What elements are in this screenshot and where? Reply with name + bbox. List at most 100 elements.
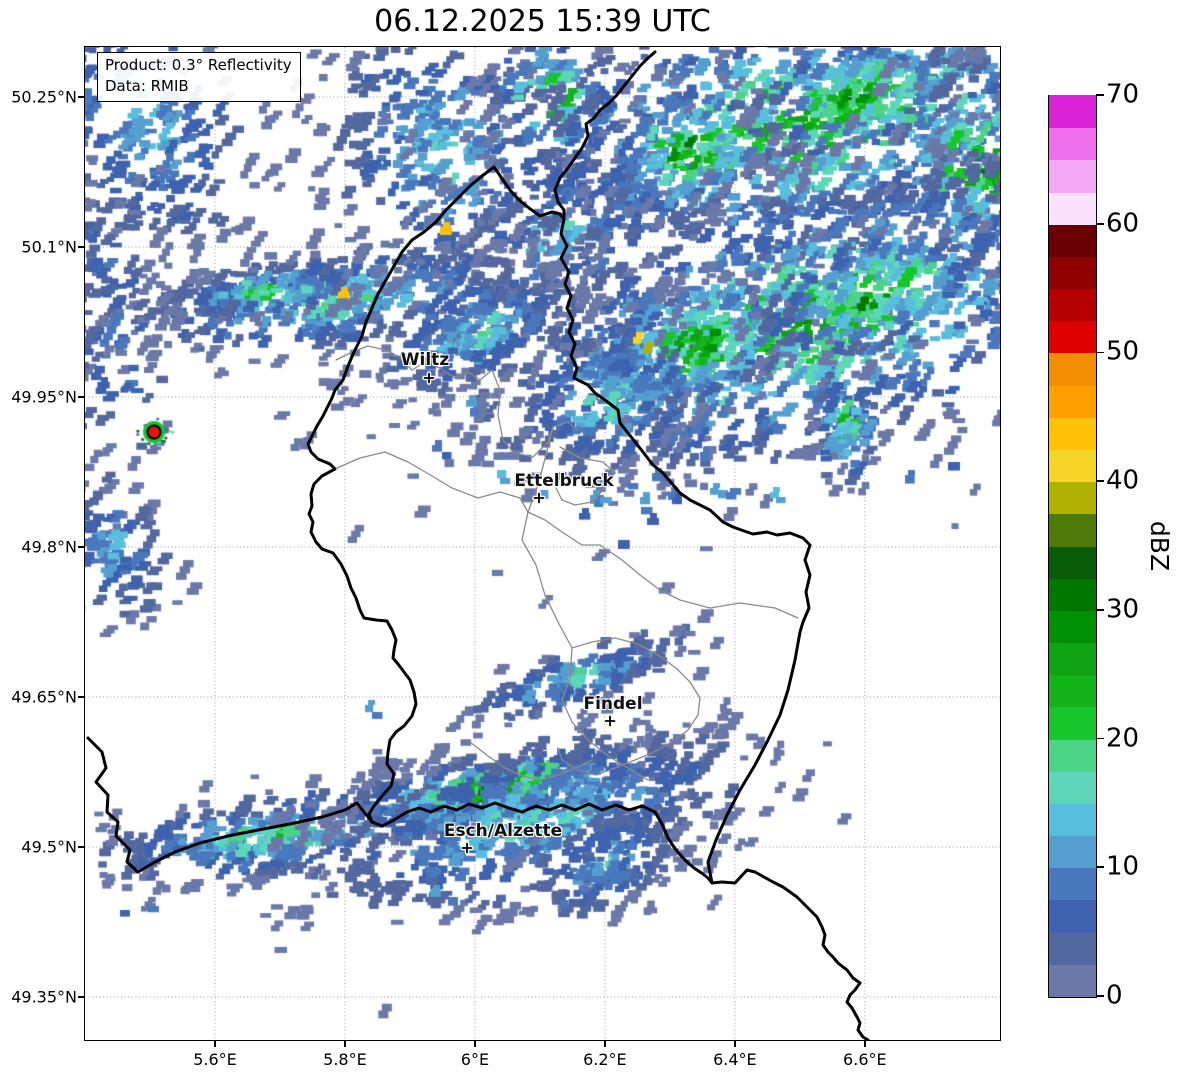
x-axis-tick-label: 6°E: [460, 1050, 490, 1069]
radar-echo-canvas: [85, 47, 1000, 1040]
colorbar-tick: [1096, 995, 1104, 997]
region-border-line: [557, 637, 701, 776]
x-axis-tick-label: 5.8°E: [323, 1050, 367, 1069]
colorbar-segment: [1049, 867, 1096, 901]
x-axis-tick: [734, 1040, 736, 1047]
y-axis-tick-label: 49.5°N: [21, 837, 77, 857]
colorbar-tick-label: 50: [1106, 336, 1140, 367]
y-axis-tick: [78, 996, 85, 998]
x-axis-tick: [344, 1040, 346, 1047]
colorbar-segment: [1049, 577, 1096, 611]
x-axis-tick-label: 6.6°E: [843, 1050, 887, 1069]
colorbar-segment: [1049, 288, 1096, 322]
x-axis-tick: [214, 1040, 216, 1047]
colorbar-segment: [1049, 899, 1096, 933]
colorbar-tick: [1096, 737, 1104, 740]
y-axis-tick: [78, 396, 85, 398]
x-axis-tick: [474, 1040, 476, 1047]
city-marker-icon: [604, 715, 616, 727]
data-source-label: Data: RMIB: [105, 77, 189, 96]
colorbar-tick: [1096, 222, 1104, 225]
region-border-line: [469, 741, 593, 781]
colorbar-segment: [1049, 803, 1096, 837]
colorbar-tick-label: 20: [1106, 722, 1140, 753]
region-border-line: [527, 511, 799, 619]
colorbar: [1048, 95, 1097, 998]
x-axis-tick-label: 6.2°E: [583, 1050, 627, 1069]
colorbar-segment: [1049, 417, 1096, 450]
x-axis-tick-label: 5.6°E: [193, 1050, 237, 1069]
country-border-line: [553, 50, 657, 221]
colorbar-segment: [1049, 127, 1096, 161]
x-axis-tick: [604, 1040, 606, 1047]
y-axis-tick-label: 50.1°N: [21, 237, 77, 257]
colorbar-segment: [1049, 674, 1096, 708]
city-label: Ettelbruck: [514, 471, 614, 491]
y-axis-tick-label: 49.95°N: [11, 387, 77, 407]
city-marker-icon: [533, 492, 545, 504]
y-axis-tick: [78, 546, 85, 548]
colorbar-segment: [1049, 738, 1096, 772]
colorbar-segment: [1049, 256, 1096, 290]
product-label: Product: 0.3° Reflectivity: [105, 56, 292, 74]
region-border-line: [335, 345, 578, 458]
country-border-line: [370, 801, 714, 885]
y-axis-tick-label: 49.8°N: [21, 537, 77, 557]
colorbar-segment: [1049, 545, 1096, 579]
colorbar-segment: [1049, 352, 1096, 386]
colorbar-segment: [1049, 320, 1096, 354]
y-axis-tick-label: 49.65°N: [11, 687, 77, 707]
colorbar-segment: [1049, 931, 1096, 965]
colorbar-tick: [1096, 609, 1104, 611]
city-label: Esch/Alzette: [443, 821, 563, 841]
colorbar-segment: [1049, 384, 1096, 418]
colorbar-segment: [1049, 835, 1096, 869]
product-info-box: Product: 0.3° Reflectivity Data: RMIB: [97, 52, 301, 102]
colorbar-segment: [1049, 224, 1096, 257]
y-axis-tick: [78, 696, 85, 698]
country-border-line: [306, 165, 496, 824]
country-border-line: [86, 736, 374, 874]
colorbar-tick: [1096, 866, 1104, 869]
colorbar-tick-label: 70: [1106, 79, 1140, 110]
region-border-line: [336, 451, 529, 513]
colorbar-segment: [1049, 610, 1096, 644]
colorbar-tick-label: 30: [1106, 594, 1140, 625]
colorbar-tick-label: 0: [1106, 980, 1123, 1011]
x-axis-tick-label: 6.4°E: [713, 1050, 757, 1069]
colorbar-segment: [1049, 449, 1096, 483]
y-axis-tick: [78, 846, 85, 848]
city-marker-icon: [461, 842, 473, 854]
colorbar-tick: [1096, 94, 1104, 96]
colorbar-axis-label: dBZ: [1145, 520, 1175, 572]
colorbar-tick-label: 10: [1106, 851, 1140, 882]
colorbar-segment: [1049, 95, 1096, 129]
figure-title: 06.12.2025 15:39 UTC: [374, 4, 711, 39]
y-axis-tick: [78, 96, 85, 98]
city-label: Findel: [583, 694, 643, 714]
country-border-line: [492, 165, 812, 885]
colorbar-segment: [1049, 159, 1096, 193]
colorbar-segment: [1049, 642, 1096, 676]
map-borders: [86, 50, 870, 1040]
city-marker-icon: [423, 372, 435, 384]
colorbar-tick: [1096, 351, 1104, 354]
x-axis-tick: [864, 1040, 866, 1047]
colorbar-segment: [1049, 191, 1096, 225]
city-label: Wiltz: [400, 350, 450, 370]
region-border-line: [555, 446, 616, 506]
map-plot-area: [85, 47, 1000, 1040]
y-axis-tick-label: 50.25°N: [11, 87, 77, 107]
colorbar-tick: [1096, 480, 1104, 483]
colorbar-segment: [1049, 706, 1096, 740]
y-axis-tick: [78, 246, 85, 248]
colorbar-segment: [1049, 771, 1096, 804]
colorbar-segment: [1049, 964, 1096, 997]
country-border-line: [710, 868, 870, 1040]
colorbar-segment: [1049, 513, 1096, 547]
y-axis-tick-label: 49.35°N: [11, 987, 77, 1007]
colorbar-segment: [1049, 481, 1096, 515]
colorbar-tick-label: 40: [1106, 465, 1140, 496]
colorbar-tick-label: 60: [1106, 208, 1140, 239]
